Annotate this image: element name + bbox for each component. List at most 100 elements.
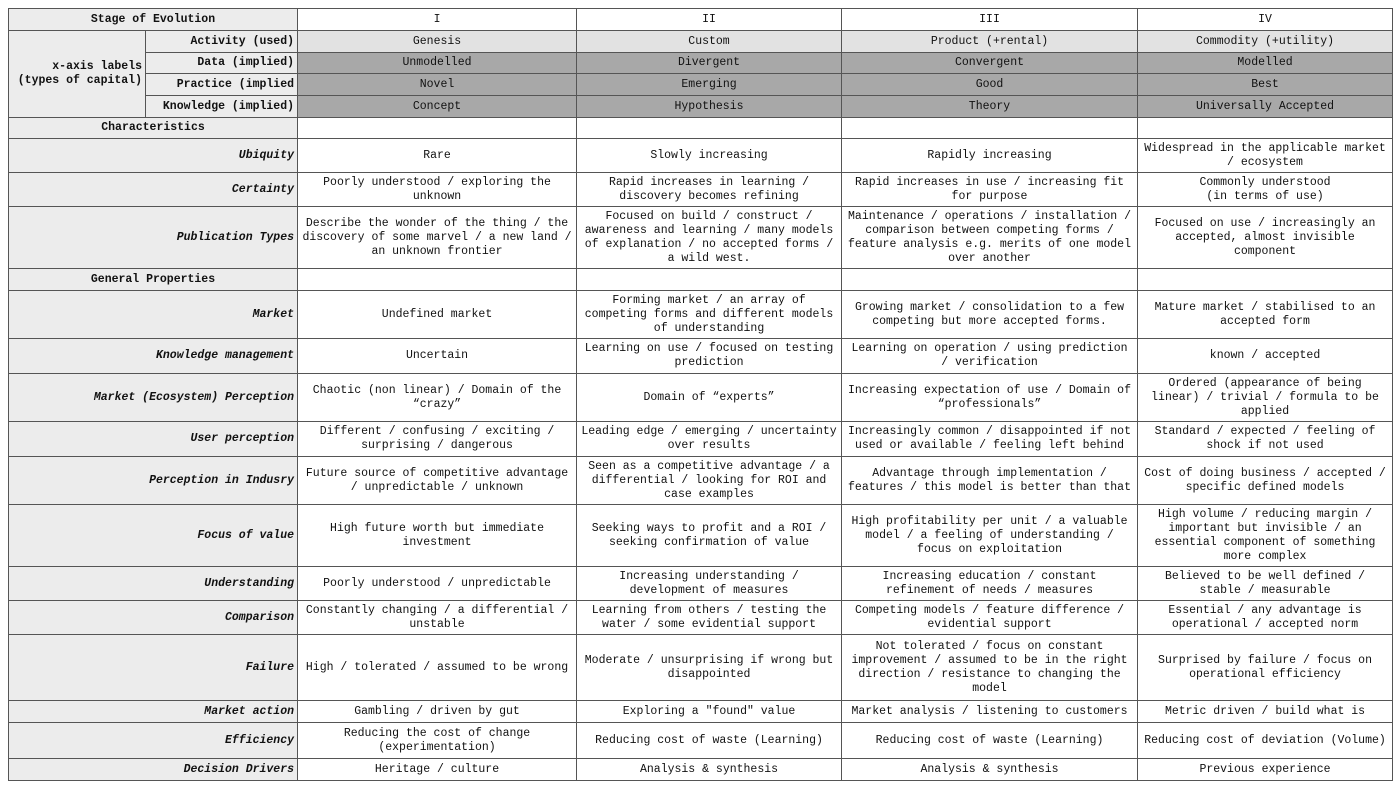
empty-cell [841, 268, 1139, 291]
table-cell: Growing market / consolidation to a few … [841, 290, 1139, 339]
empty-cell [576, 117, 843, 139]
empty-cell [297, 268, 578, 291]
table-cell: Ordered (appearance of being linear) / t… [1137, 373, 1394, 422]
row-label: Ubiquity [7, 138, 299, 173]
table-cell: Competing models / feature difference / … [841, 600, 1139, 635]
table-cell: Reducing the cost of change (experimenta… [297, 722, 578, 759]
table-cell: Learning on operation / using prediction… [841, 338, 1139, 374]
evolution-characteristics-table: Stage of Evolution I II III IV x-axis labels … [7, 8, 1394, 781]
row-label: Decision Drivers [7, 758, 299, 781]
section-row: General Properties [7, 268, 1394, 291]
row-label: Comparison [7, 600, 299, 635]
stage-1-header: I [297, 8, 578, 31]
table-row: Market Undefined market Forming market / a… [7, 290, 1394, 339]
table-cell: Slowly increasing [576, 138, 843, 173]
table-cell: Learning on use / focused on testing pre… [576, 338, 843, 374]
table-cell: Focused on use / increasingly an accepte… [1137, 206, 1394, 269]
empty-cell [297, 117, 578, 139]
table-cell: Poorly understood / unpredictable [297, 566, 578, 601]
table-cell: Rapidly increasing [841, 138, 1139, 173]
table-row: Comparison Constantly changing / a differ… [7, 600, 1394, 635]
table-cell: Different / confusing / exciting / surpr… [297, 421, 578, 457]
table-cell: Standard / expected / feeling of shock i… [1137, 421, 1394, 457]
row-label: Perception in Indusry [7, 456, 299, 505]
xaxis-cell: Concept [297, 95, 578, 118]
table-cell: Leading edge / emerging / uncertainty ov… [576, 421, 843, 457]
row-label: Understanding [7, 566, 299, 601]
table-row: Failure High / tolerated / assumed to be … [7, 634, 1394, 701]
table-cell: Gambling / driven by gut [297, 700, 578, 723]
table-cell: Rapid increases in use / increasing fit … [841, 172, 1139, 207]
table-cell: High future worth but immediate investme… [297, 504, 578, 567]
row-label: Focus of value [7, 504, 299, 567]
table-cell: Reducing cost of waste (Learning) [576, 722, 843, 759]
xaxis-cell: Novel [297, 73, 578, 96]
xaxis-cell: Custom [576, 30, 843, 53]
table-row: Efficiency Reducing the cost of change (e… [7, 722, 1394, 759]
xaxis-cell: Convergent [841, 52, 1139, 74]
table-cell: Previous experience [1137, 758, 1394, 781]
xaxis-cell: Hypothesis [576, 95, 843, 118]
table-cell: Mature market / stabilised to an accepte… [1137, 290, 1394, 339]
table-cell: Widespread in the applicable market / ec… [1137, 138, 1394, 173]
table-cell: Commonly understood (in terms of use) [1137, 172, 1394, 207]
xaxis-row-label: Practice (implied [144, 73, 299, 96]
table-row: Market (Ecosystem) Perception Chaotic (no… [7, 373, 1394, 422]
stage-4-header: IV [1137, 8, 1394, 31]
table-cell: Learning from others / testing the water… [576, 600, 843, 635]
section-title: General Properties [7, 268, 299, 291]
table-cell: High / tolerated / assumed to be wrong [297, 634, 578, 701]
table-cell: Believed to be well defined / stable / m… [1137, 566, 1394, 601]
table-cell: Increasingly common / disappointed if no… [841, 421, 1139, 457]
table-cell: Describe the wonder of the thing / the d… [297, 206, 578, 269]
table-cell: High profitability per unit / a valuable… [841, 504, 1139, 567]
table-cell: Poorly understood / exploring the unknow… [297, 172, 578, 207]
table-cell: Domain of “experts” [576, 373, 843, 422]
xaxis-cell: Universally Accepted [1137, 95, 1394, 118]
table-cell: known / accepted [1137, 338, 1394, 374]
table-cell: Increasing expectation of use / Domain o… [841, 373, 1139, 422]
table-cell: Undefined market [297, 290, 578, 339]
xaxis-row: Data (implied) Unmodelled Divergent Converg… [9, 52, 1394, 74]
table-row: Ubiquity Rare Slowly increasing Rapidly inc… [7, 138, 1394, 173]
xaxis-cell: Modelled [1137, 52, 1394, 74]
row-label: Knowledge management [7, 338, 299, 374]
row-label: Failure [7, 634, 299, 701]
xaxis-cell: Best [1137, 73, 1394, 96]
table-cell: Increasing education / constant refineme… [841, 566, 1139, 601]
table-row: Publication Types Describe the wonder of … [7, 206, 1394, 269]
table-cell: Moderate / unsurprising if wrong but dis… [576, 634, 843, 701]
table-cell: Rare [297, 138, 578, 173]
table-cell: Exploring a "found" value [576, 700, 843, 723]
table-cell: Chaotic (non linear) / Domain of the “cr… [297, 373, 578, 422]
table-cell: Constantly changing / a differential / u… [297, 600, 578, 635]
row-label: Certainty [7, 172, 299, 207]
xaxis-row-label: Knowledge (implied) [144, 95, 299, 118]
table-cell: Metric driven / build what is [1137, 700, 1394, 723]
xaxis-row: x-axis labels (types of capital) Activity… [8, 30, 1394, 118]
table-cell: Seeking ways to profit and a ROI / seeki… [576, 504, 843, 567]
row-label: Publication Types [7, 206, 299, 269]
table-cell: Advantage through implementation / featu… [841, 456, 1139, 505]
table-cell: Forming market / an array of competing f… [576, 290, 843, 339]
table-cell: Market analysis / listening to customers [841, 700, 1139, 723]
table-row: Perception in Indusry Future source of co… [7, 456, 1394, 505]
table-cell: Cost of doing business / accepted / spec… [1137, 456, 1394, 505]
table-cell: Increasing understanding / development o… [576, 566, 843, 601]
empty-cell [576, 268, 843, 291]
table-cell: Analysis & synthesis [576, 758, 843, 781]
table-row: Understanding Poorly understood / unpredi… [7, 566, 1394, 601]
xaxis-cell: Divergent [576, 52, 843, 74]
table-cell: Surprised by failure / focus on operatio… [1137, 634, 1394, 701]
xaxis-cell: Theory [841, 95, 1139, 118]
row-label: Market action [7, 700, 299, 723]
xaxis-row-label: Data (implied) [144, 52, 299, 74]
row-label: User perception [7, 421, 299, 457]
xaxis-cell: Unmodelled [297, 52, 578, 74]
xaxis-row: Knowledge (implied) Concept Hypothesis Theo… [9, 95, 1394, 118]
table-row: Focus of value High future worth but imme… [7, 504, 1394, 567]
row-label: Efficiency [7, 722, 299, 759]
table-row: Knowledge management Uncertain Learning on… [7, 338, 1394, 374]
table-row: User perception Different / confusing / e… [7, 421, 1394, 457]
stage-header-row: Stage of Evolution I II III IV [7, 8, 1394, 31]
